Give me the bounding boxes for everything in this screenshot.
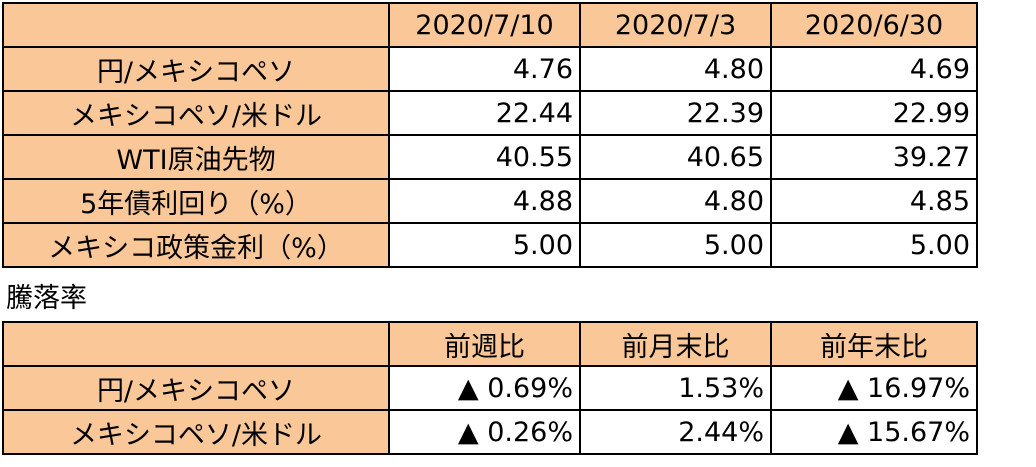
table-cell: 40.65 (579, 134, 772, 180)
column-header: 前月末比 (579, 321, 772, 367)
column-header: 前年末比 (770, 321, 978, 367)
table-cell: 39.27 (770, 134, 978, 180)
table-cell: 22.99 (770, 90, 978, 136)
table-cell: 5.00 (770, 222, 978, 268)
table-header-row: 2020/7/10 2020/7/3 2020/6/30 (2, 2, 978, 48)
table-cell: 4.88 (388, 178, 581, 224)
column-header: 2020/7/3 (579, 2, 772, 48)
table-cell: 4.85 (770, 178, 978, 224)
table-cell: 4.76 (388, 46, 581, 92)
table-cell: 2.44% (579, 409, 772, 455)
column-header: 前週比 (388, 321, 581, 367)
table-row: 5年債利回り（%） 4.88 4.80 4.85 (2, 178, 978, 224)
table-cell: 22.39 (579, 90, 772, 136)
table-cell: 4.69 (770, 46, 978, 92)
row-label: 5年債利回り（%） (2, 178, 390, 224)
table-row: WTI原油先物 40.55 40.65 39.27 (2, 134, 978, 180)
row-label: メキシコペソ/米ドル (2, 90, 390, 136)
row-label: 円/メキシコペソ (2, 365, 390, 411)
table-cell: ▲ 0.69% (388, 365, 581, 411)
column-header: 2020/7/10 (388, 2, 581, 48)
section-title: 騰落率 (6, 283, 87, 314)
rates-table: 2020/7/10 2020/7/3 2020/6/30 円/メキシコペソ 4.… (2, 2, 978, 268)
row-label: WTI原油先物 (2, 134, 390, 180)
row-label: メキシコ政策金利（%） (2, 222, 390, 268)
table-row: メキシコペソ/米ドル ▲ 0.26% 2.44% ▲ 15.67% (2, 409, 978, 455)
table-cell: 1.53% (579, 365, 772, 411)
table-cell: 22.44 (388, 90, 581, 136)
table-cell: 5.00 (579, 222, 772, 268)
table-row: 円/メキシコペソ 4.76 4.80 4.69 (2, 46, 978, 92)
header-corner-cell (2, 2, 390, 48)
header-corner-cell (2, 321, 390, 367)
table-cell: 4.80 (579, 46, 772, 92)
table-row: メキシコペソ/米ドル 22.44 22.39 22.99 (2, 90, 978, 136)
table-header-row: 前週比 前月末比 前年末比 (2, 321, 978, 367)
table-row: 円/メキシコペソ ▲ 0.69% 1.53% ▲ 16.97% (2, 365, 978, 411)
column-header: 2020/6/30 (770, 2, 978, 48)
change-rate-table: 前週比 前月末比 前年末比 円/メキシコペソ ▲ 0.69% 1.53% ▲ 1… (2, 321, 978, 455)
table-cell: 4.80 (579, 178, 772, 224)
table-cell: ▲ 15.67% (770, 409, 978, 455)
row-label: 円/メキシコペソ (2, 46, 390, 92)
table-cell: ▲ 0.26% (388, 409, 581, 455)
table-cell: 5.00 (388, 222, 581, 268)
table-cell: 40.55 (388, 134, 581, 180)
row-label: メキシコペソ/米ドル (2, 409, 390, 455)
table-row: メキシコ政策金利（%） 5.00 5.00 5.00 (2, 222, 978, 268)
table-cell: ▲ 16.97% (770, 365, 978, 411)
